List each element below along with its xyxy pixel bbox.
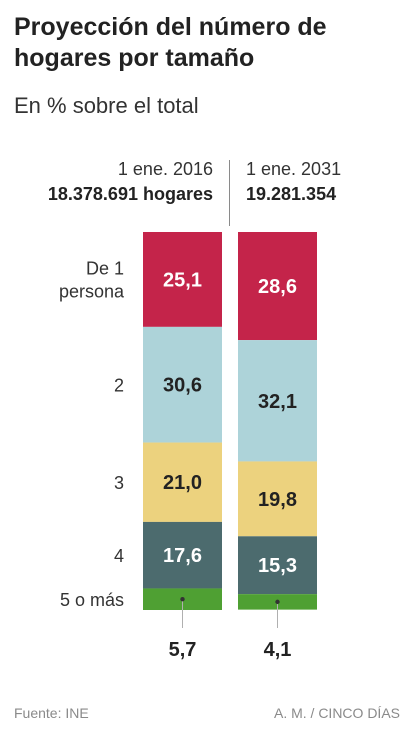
chart-subtitle: En % sobre el total: [14, 93, 199, 118]
data-label-3-0: 21,0: [163, 472, 202, 494]
column-total-2016: 18.378.691 hogares: [47, 184, 213, 204]
row-label-3: 3: [114, 473, 124, 493]
row-label-de-1-persona-line2: persona: [59, 281, 125, 301]
bar-segment-de-1-persona-0: [143, 232, 222, 327]
row-label-4: 4: [114, 546, 124, 566]
data-label-de-1-persona-0: 25,1: [163, 269, 202, 291]
bar-segment-4-0: [143, 521, 222, 589]
data-label-2-1: 32,1: [258, 391, 297, 413]
data-label-5-o-m-s-0: 5,7: [169, 639, 197, 661]
bar-segment-4-1: [238, 536, 317, 595]
row-label-2: 2: [114, 376, 124, 396]
source-note: Fuente: INE: [14, 705, 89, 721]
bar-segment-2-0: [143, 326, 222, 443]
bar-segment-3-1: [238, 461, 317, 537]
leader-dot-1: [275, 599, 280, 605]
data-label-de-1-persona-1: 28,6: [258, 276, 297, 298]
row-label-de-1-persona-line1: De 1: [86, 258, 124, 278]
row-label-5-o-m-s: 5 o más: [60, 590, 124, 610]
chart-title: Proyección del número de hogares por tam…: [14, 13, 327, 72]
column-date-2031: 1 ene. 2031: [246, 159, 342, 179]
leader-dot-0: [180, 597, 185, 602]
credit-note: A. M. / CINCO DÍAS: [273, 705, 400, 721]
data-label-5-o-m-s-1: 4,1: [264, 639, 292, 661]
bar-segment-2-1: [238, 340, 317, 462]
column-divider: [229, 160, 230, 226]
data-label-3-1: 19,8: [258, 489, 297, 511]
bar-segment-3-0: [143, 442, 222, 522]
data-label-2-0: 30,6: [163, 375, 202, 397]
column-header-2031: 1 ene. 2031 19.281.354: [246, 157, 341, 207]
data-label-4-1: 15,3: [258, 555, 297, 577]
column-date-2016: 1 ene. 2016: [117, 159, 213, 179]
column-header-2016: 1 ene. 2016 18.378.691 hogares: [0, 157, 213, 207]
column-total-2031: 19.281.354: [246, 184, 337, 204]
bar-segment-de-1-persona-1: [238, 232, 317, 341]
data-label-4-0: 17,6: [163, 545, 202, 567]
